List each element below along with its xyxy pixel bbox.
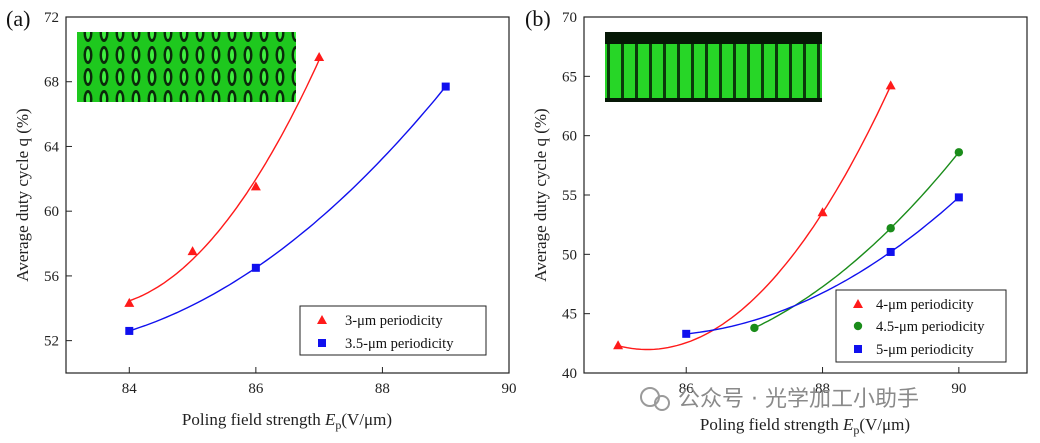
legend-square-blue-a (318, 339, 326, 347)
data-point-5-m-periodicity (682, 329, 691, 338)
panel-a-fit-curves (129, 59, 447, 332)
legend-label-4um: 4-μm periodicity (876, 297, 974, 313)
panel-a: (a) 52 56 60 64 68 72 84 86 88 90 Average duty c… (6, 6, 517, 432)
x-tick-label: 90 (502, 381, 517, 397)
data-point-4-5-m-periodicity (750, 323, 759, 333)
x-tick-label: 86 (679, 381, 695, 397)
y-tick-label: 60 (562, 129, 577, 145)
panel-b-legend: 4-μm periodicity 4.5-μm periodicity 5-μm… (835, 289, 1007, 363)
x-tick-label: 90 (951, 381, 966, 397)
data-point-3-m-periodicity (250, 181, 261, 191)
y-tick-label: 68 (44, 75, 59, 91)
x-tick-label: 86 (248, 381, 264, 397)
data-point-4-5-m-periodicity (954, 148, 964, 157)
fit-curve-4-5-m-periodicity (754, 151, 960, 329)
panel-b-y-axis-label: Average duty cycle q (%) (531, 108, 550, 281)
legend-label-5um: 5-μm periodicity (876, 342, 974, 358)
legend-triangle-red-a (317, 315, 327, 324)
legend-square-blue-b (854, 345, 862, 353)
panel-b-x-ticks: 86 88 90 (679, 367, 966, 397)
x-tick-label: 88 (815, 381, 830, 397)
legend-triangle-red-b (853, 299, 863, 308)
y-tick-label: 55 (562, 188, 577, 204)
data-point-5-m-periodicity (886, 247, 895, 256)
data-point-3-5-m-periodicity (441, 82, 450, 91)
data-point-3-m-periodicity (314, 51, 325, 61)
y-tick-label: 40 (562, 366, 577, 382)
panel-b-inset-micrograph (605, 32, 822, 102)
data-point-5-m-periodicity (954, 193, 963, 202)
panel-a-legend-box (299, 305, 487, 356)
x-tick-label: 88 (375, 381, 390, 397)
data-point-3-5-m-periodicity (125, 326, 134, 335)
panel-a-label: (a) (6, 6, 30, 31)
data-point-4-m-periodicity (817, 207, 828, 217)
wechat-icon-bubble (654, 395, 670, 411)
panel-a-data-points (124, 51, 450, 335)
panel-a-x-axis-label: Poling field strength Ep(V/μm) (182, 410, 392, 432)
y-tick-label: 72 (44, 10, 59, 26)
fit-curve-4-m-periodicity (617, 85, 892, 351)
panel-a-y-axis-label: Average duty cycle q (%) (13, 108, 32, 281)
y-tick-label: 56 (44, 269, 60, 285)
panel-b-y-ticks: 40 45 50 55 60 65 70 (562, 10, 590, 382)
watermark: 公众号 · 光学加工小助手 (640, 387, 919, 412)
y-tick-label: 45 (562, 307, 577, 323)
panel-a-plot-frame (65, 16, 510, 374)
y-tick-label: 50 (562, 247, 577, 263)
panel-b-fit-curves (617, 85, 960, 351)
y-tick-label: 65 (562, 69, 577, 85)
panel-b-legend-box (835, 289, 1007, 363)
watermark-text: 公众号 · 光学加工小助手 (678, 387, 919, 412)
data-point-3-m-periodicity (124, 297, 135, 307)
data-point-4-5-m-periodicity (886, 224, 895, 233)
panel-a-x-ticks: 84 86 88 90 (122, 367, 517, 397)
panel-b-data-points (613, 80, 964, 350)
panel-b: (b) 40 45 50 55 60 65 70 86 88 90 Average duty c… (525, 6, 1028, 437)
panel-a-y-ticks: 52 56 60 64 68 72 (44, 10, 72, 350)
legend-label-3um: 3-μm periodicity (345, 313, 443, 329)
legend-label-3p5um: 3.5-μm periodicity (345, 336, 454, 352)
y-tick-label: 52 (44, 334, 59, 350)
y-tick-label: 60 (44, 204, 59, 220)
panel-a-inset-micrograph (77, 32, 296, 102)
fit-curve-5-m-periodicity (686, 196, 960, 335)
legend-circle-green-b (853, 321, 863, 331)
data-point-3-m-periodicity (187, 246, 198, 256)
fit-curve-3-5-m-periodicity (129, 86, 447, 332)
y-tick-label: 64 (44, 139, 60, 155)
data-point-4-m-periodicity (613, 340, 624, 350)
fit-curve-3-m-periodicity (129, 59, 320, 302)
wechat-icon (640, 387, 660, 407)
panel-b-x-axis-label: Poling field strength Ep(V/μm) (700, 415, 910, 437)
y-tick-label: 70 (562, 10, 577, 26)
legend-label-4p5um: 4.5-μm periodicity (876, 319, 985, 335)
panel-b-label: (b) (525, 6, 551, 31)
panel-a-legend: 3-μm periodicity 3.5-μm periodicity (299, 305, 487, 356)
x-tick-label: 84 (122, 381, 138, 397)
data-point-4-m-periodicity (885, 80, 896, 90)
data-point-3-5-m-periodicity (251, 263, 260, 272)
